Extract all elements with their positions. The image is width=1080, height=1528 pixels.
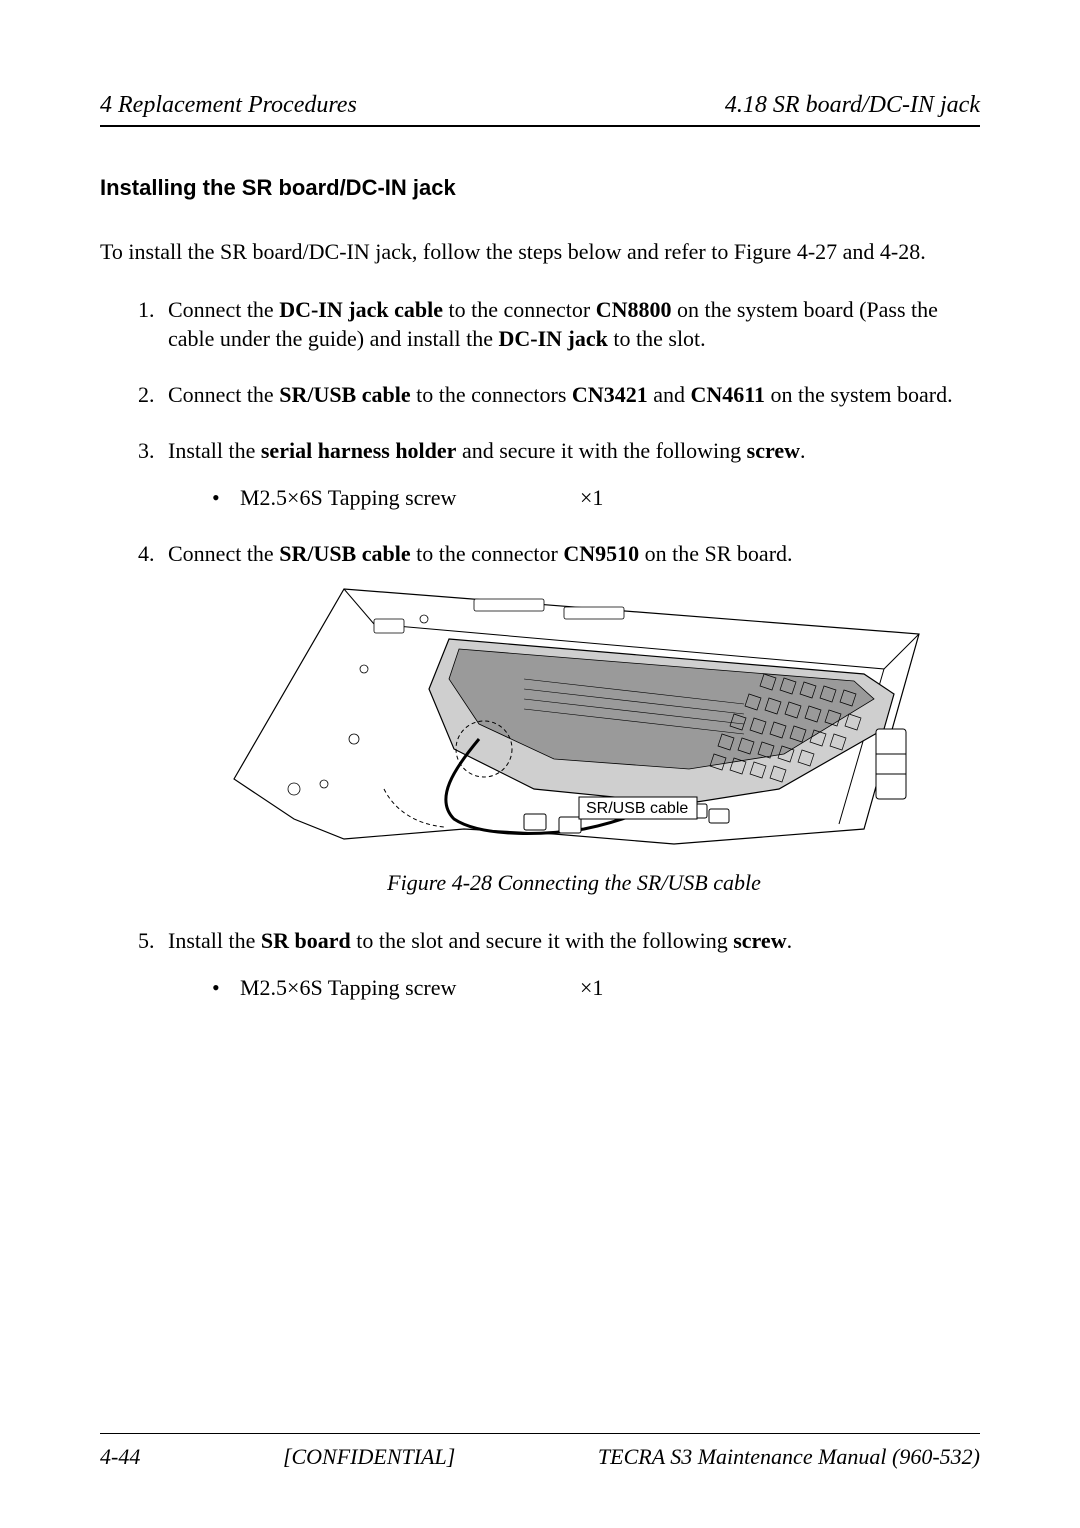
text: and bbox=[648, 382, 691, 407]
footer-left: 4-44 bbox=[100, 1444, 140, 1470]
screw-list: M2.5×6S Tapping screw ×1 bbox=[212, 973, 980, 1003]
screw-spec: M2.5×6S Tapping screw bbox=[240, 973, 580, 1003]
step-2: Connect the SR/USB cable to the connecto… bbox=[138, 380, 980, 410]
step-4: Connect the SR/USB cable to the connecto… bbox=[138, 539, 980, 897]
step-1: Connect the DC-IN jack cable to the conn… bbox=[138, 295, 980, 354]
bold: serial harness holder bbox=[261, 438, 457, 463]
text: on the SR board. bbox=[639, 541, 792, 566]
header-left: 4 Replacement Procedures bbox=[100, 92, 357, 119]
text: Connect the bbox=[168, 382, 279, 407]
screw-spec: M2.5×6S Tapping screw bbox=[240, 483, 580, 513]
text: Install the bbox=[168, 438, 261, 463]
bold: screw bbox=[747, 438, 800, 463]
bold: CN3421 bbox=[572, 382, 648, 407]
screw-qty: ×1 bbox=[580, 973, 603, 1003]
text: Install the bbox=[168, 928, 261, 953]
page-body: 4 Replacement Procedures 4.18 SR board/D… bbox=[100, 92, 980, 1458]
figure-4-28: SR/USB cable bbox=[224, 579, 924, 854]
intro-paragraph: To install the SR board/DC-IN jack, foll… bbox=[100, 237, 980, 267]
text: on the system board. bbox=[765, 382, 953, 407]
step-5: Install the SR board to the slot and sec… bbox=[138, 926, 980, 1003]
figure-svg: SR/USB cable bbox=[224, 579, 924, 854]
step-3: Install the serial harness holder and se… bbox=[138, 436, 980, 513]
bold: CN4611 bbox=[690, 382, 765, 407]
text: to the connectors bbox=[411, 382, 572, 407]
bold: SR board bbox=[261, 928, 351, 953]
text: and secure it with the following bbox=[456, 438, 746, 463]
screw-item: M2.5×6S Tapping screw ×1 bbox=[212, 483, 980, 513]
text: . bbox=[800, 438, 806, 463]
bold: SR/USB cable bbox=[279, 382, 410, 407]
text: to the slot. bbox=[608, 326, 706, 351]
footer-right: TECRA S3 Maintenance Manual (960-532) bbox=[598, 1444, 980, 1470]
footer-center: [CONFIDENTIAL] bbox=[283, 1444, 455, 1470]
bold: screw bbox=[733, 928, 786, 953]
header-right: 4.18 SR board/DC-IN jack bbox=[725, 92, 980, 119]
bold: CN8800 bbox=[596, 297, 672, 322]
bold: CN9510 bbox=[563, 541, 639, 566]
figure-label: SR/USB cable bbox=[586, 800, 688, 817]
page-header: 4 Replacement Procedures 4.18 SR board/D… bbox=[100, 92, 980, 127]
text: Connect the bbox=[168, 541, 279, 566]
section-heading: Installing the SR board/DC-IN jack bbox=[100, 175, 980, 201]
text: to the slot and secure it with the follo… bbox=[351, 928, 734, 953]
page-footer: 4-44 [CONFIDENTIAL] TECRA S3 Maintenance… bbox=[100, 1433, 980, 1470]
bold: DC-IN jack bbox=[499, 326, 608, 351]
text: Connect the bbox=[168, 297, 279, 322]
figure-caption: Figure 4-28 Connecting the SR/USB cable bbox=[168, 868, 980, 898]
text: to the connector bbox=[443, 297, 596, 322]
procedure-list: Connect the DC-IN jack cable to the conn… bbox=[138, 295, 980, 1003]
bold: SR/USB cable bbox=[279, 541, 410, 566]
bold: DC-IN jack cable bbox=[279, 297, 443, 322]
screw-list: M2.5×6S Tapping screw ×1 bbox=[212, 483, 980, 513]
screw-qty: ×1 bbox=[580, 483, 603, 513]
text: . bbox=[787, 928, 793, 953]
screw-item: M2.5×6S Tapping screw ×1 bbox=[212, 973, 980, 1003]
text: to the connector bbox=[411, 541, 564, 566]
